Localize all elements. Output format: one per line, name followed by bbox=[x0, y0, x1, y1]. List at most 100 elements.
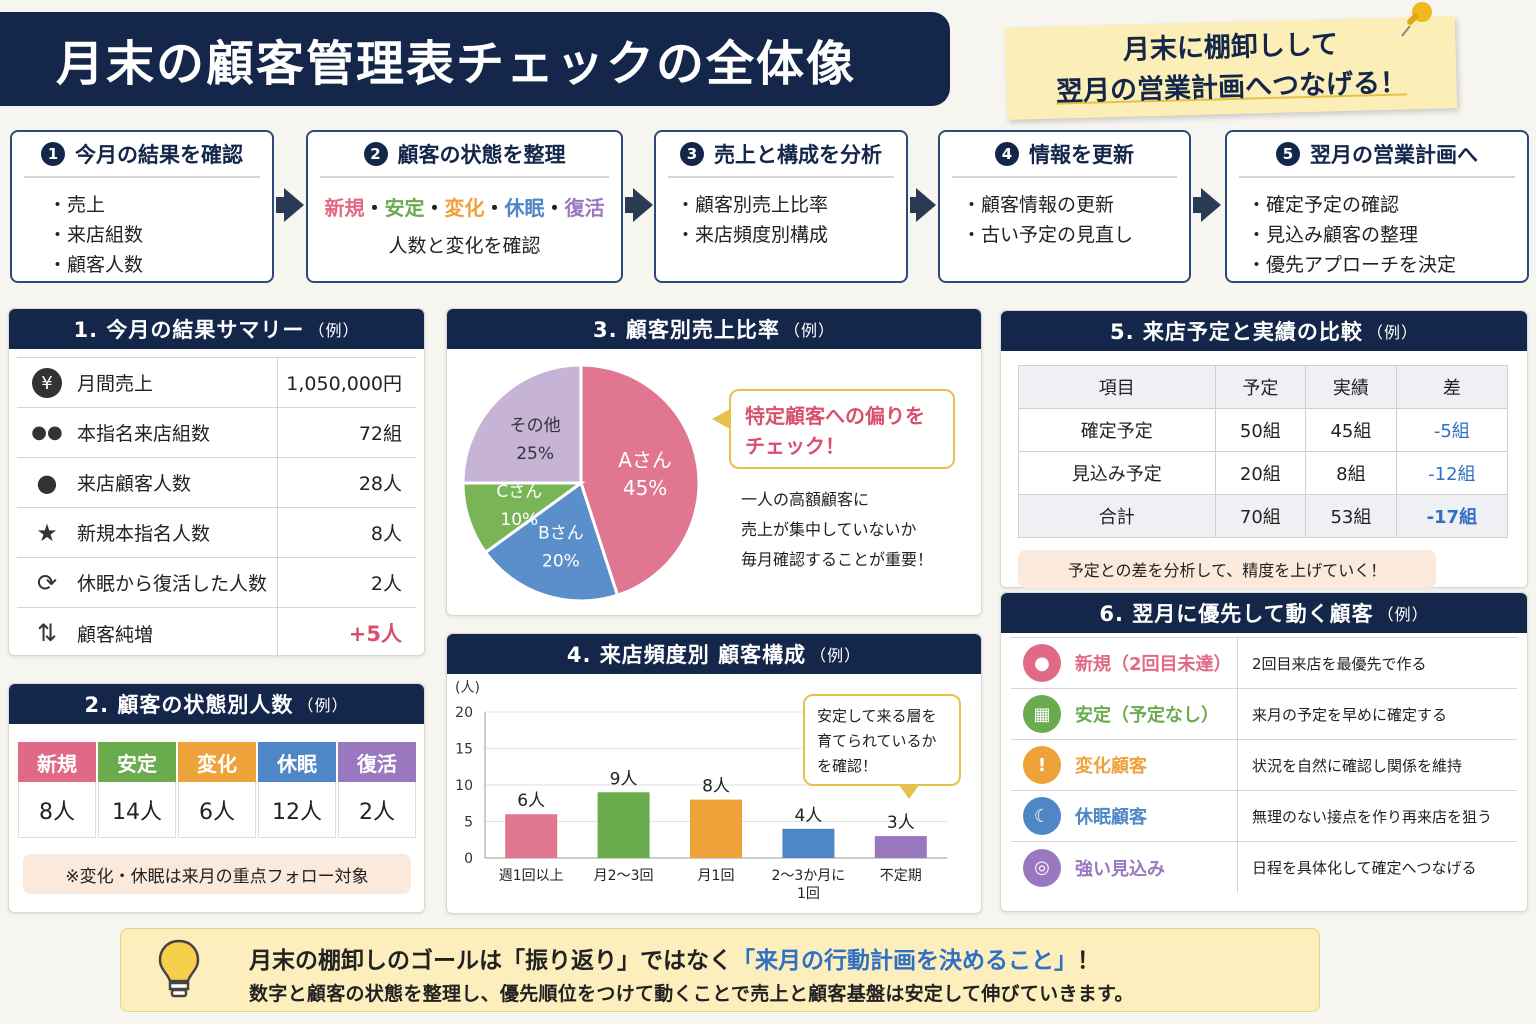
page-title: 月末の顧客管理表チェックの全体像 bbox=[0, 12, 950, 106]
flow-arrow-4 bbox=[1193, 197, 1203, 213]
step-title: 情報を更新 bbox=[1029, 143, 1134, 167]
pie-value-label: 10% bbox=[500, 510, 538, 530]
table-cell: -12組 bbox=[1395, 451, 1509, 495]
step-item: ・来店頻度別構成 bbox=[676, 224, 829, 246]
summary-panel: 1. 今月の結果サマリー （例） ¥ 月間売上 1,050,000円 ●● 本指名来店組… bbox=[8, 308, 425, 658]
table-cell: 8組 bbox=[1305, 451, 1397, 495]
summary-row-new: ★ 新規本指名人数 8人 bbox=[17, 508, 416, 558]
step-number: 2 bbox=[363, 142, 388, 166]
summary-label: 来店顧客人数 bbox=[77, 473, 192, 495]
pie-slice bbox=[579, 363, 701, 598]
summary-value: 2人 bbox=[277, 558, 416, 607]
table-cell: 50組 bbox=[1214, 408, 1307, 452]
goal-banner: 月末の棚卸しのゴールは「振り返り」ではなく「来月の行動計画を決めること」！ 数字… bbox=[120, 928, 1320, 1012]
step-sub: 人数と変化を確認 bbox=[388, 235, 541, 257]
step-1: 1 今月の結果を確認 ・売上 ・来店組数 ・顧客人数 bbox=[10, 130, 274, 283]
bar-value-label: 9人 bbox=[610, 769, 638, 789]
step-item: ・優先アプローチを決定 bbox=[1247, 254, 1457, 276]
bar-panel: 4. 来店頻度別 顧客構成 （例） (人) 0 5 10 15 20 6人 週1回以上 9人 月2〜… bbox=[446, 633, 982, 914]
flow-arrow-head-2 bbox=[633, 188, 653, 222]
pie-slice bbox=[483, 480, 620, 603]
priority-panel: 6. 翌月に優先して動く顧客 （例） ● 新規（2回目未達） 2回目来店を最優先で作る… bbox=[1000, 592, 1528, 912]
panel-header: 4. 来店頻度別 顧客構成 （例） bbox=[447, 634, 981, 674]
example-tag: （例） bbox=[308, 321, 360, 340]
table-cell: 45組 bbox=[1305, 408, 1397, 452]
example-tag: （例） bbox=[783, 321, 835, 340]
step-item: ・顧客情報の更新 bbox=[962, 194, 1115, 216]
priority-row-stable: ▦ 安定（予定なし） 来月の予定を早めに確定する bbox=[1011, 689, 1517, 740]
priority-action: 状況を自然に確認し関係を維持 bbox=[1237, 740, 1517, 790]
bar-value-label: 8人 bbox=[702, 777, 730, 797]
summary-value: 28人 bbox=[277, 458, 416, 507]
bar-value-label: 3人 bbox=[887, 813, 915, 833]
summary-label: 休眠から復活した人数 bbox=[77, 573, 268, 595]
status-label: 安定 bbox=[98, 742, 176, 782]
pie-label: その他 bbox=[510, 416, 561, 436]
table-row: 確定予定 50組 45組 -5組 bbox=[1018, 408, 1509, 452]
status-count: 6人 bbox=[178, 782, 256, 838]
summary-value: 1,050,000円 bbox=[277, 358, 416, 407]
bar bbox=[874, 836, 927, 858]
priority-row-dormant: ☾ 休眠顧客 無理のない接点を作り再来店を狙う bbox=[1011, 791, 1517, 842]
summary-label: 新規本指名人数 bbox=[77, 523, 211, 545]
status-count: 14人 bbox=[98, 782, 176, 838]
callout-line: チェック！ bbox=[745, 434, 845, 458]
callout-line: 育てられているか bbox=[817, 732, 937, 750]
pie-value-label: 25% bbox=[516, 444, 554, 464]
bar bbox=[782, 828, 835, 858]
step-item: ・売上 bbox=[48, 194, 106, 216]
priority-action: 無理のない接点を作り再来店を狙う bbox=[1237, 791, 1517, 841]
table-cell: 53組 bbox=[1305, 494, 1397, 538]
step-number: 5 bbox=[1276, 142, 1300, 166]
bar bbox=[597, 792, 650, 858]
step-title: 顧客の状態を整理 bbox=[397, 143, 566, 167]
tag-change: 変化 bbox=[444, 196, 485, 220]
desc-line: 毎月確認することが重要！ bbox=[741, 550, 934, 569]
step-5: 5 翌月の営業計画へ ・確定予定の確認 ・見込み顧客の整理 ・優先アプローチを決定 bbox=[1225, 130, 1529, 283]
priority-row-prospect: ◎ 強い見込み 日程を具体化して確定へつなげる bbox=[1011, 842, 1517, 893]
table-cell: 合計 bbox=[1018, 494, 1216, 538]
step-title: 今月の結果を確認 bbox=[75, 143, 243, 167]
step-number: 4 bbox=[995, 142, 1019, 166]
calendar-icon: ▦ bbox=[1023, 695, 1061, 733]
status-change: 変化 6人 bbox=[178, 742, 256, 838]
status-label: 変化 bbox=[178, 742, 256, 782]
status-revived: 復活 2人 bbox=[338, 742, 416, 838]
summary-label: 月間売上 bbox=[77, 373, 154, 395]
panel-title: 2. 顧客の状態別人数 bbox=[84, 693, 294, 717]
panel-header: 5. 来店予定と実績の比較 （例） bbox=[1001, 311, 1527, 351]
pie-callout: 特定顧客への偏りを チェック！ bbox=[729, 389, 955, 469]
step-number: 3 bbox=[680, 142, 704, 166]
table-row: 合計 70組 53組 -17組 bbox=[1018, 494, 1509, 538]
callout-line: 安定して来る層を bbox=[817, 707, 937, 725]
desc-line: 一人の高額顧客に bbox=[741, 490, 870, 509]
example-tag: （例） bbox=[1377, 605, 1429, 624]
sticky-note: 月末に棚卸しして 翌月の営業計画へつなげる！ bbox=[1004, 16, 1458, 120]
table-header: 実績 bbox=[1305, 365, 1397, 409]
priority-row-new: ● 新規（2回目未達） 2回目来店を最優先で作る bbox=[1011, 638, 1517, 689]
panel-header: 3. 顧客別売上比率 （例） bbox=[447, 309, 981, 349]
summary-row-customers: ● 来店顧客人数 28人 bbox=[17, 458, 416, 508]
bar-value-label: 4人 bbox=[794, 806, 822, 826]
table-cell: 見込み予定 bbox=[1018, 451, 1216, 495]
y-tick-label: 10 bbox=[455, 778, 473, 794]
callout-line: 特定顧客への偏りを bbox=[745, 404, 925, 428]
pie-chart: Aさん 45% Bさん 20% Cさん 10% その他 25% bbox=[461, 363, 701, 603]
flow-arrow-head-3 bbox=[916, 188, 936, 222]
desc-line: 売上が集中していないか bbox=[741, 520, 917, 539]
tag-separator: ・ bbox=[484, 196, 505, 220]
panel-title: 6. 翌月に優先して動く顧客 bbox=[1099, 602, 1374, 626]
y-axis-unit: (人) bbox=[455, 680, 480, 696]
step-title: 売上と構成を分析 bbox=[714, 143, 882, 167]
table-cell: 70組 bbox=[1214, 494, 1307, 538]
table-cell: -5組 bbox=[1395, 408, 1509, 452]
table-cell: -17組 bbox=[1395, 494, 1509, 538]
summary-value: +5人 bbox=[277, 608, 416, 658]
star-icon: ★ bbox=[36, 518, 58, 547]
status-stable: 安定 14人 bbox=[98, 742, 176, 838]
pushpin-icon bbox=[1401, 2, 1432, 37]
summary-label: 顧客純増 bbox=[77, 623, 154, 646]
priority-action: 2回目来店を最優先で作る bbox=[1237, 638, 1517, 688]
summary-label: 本指名来店組数 bbox=[77, 423, 211, 445]
table-header: 予定 bbox=[1214, 365, 1307, 409]
